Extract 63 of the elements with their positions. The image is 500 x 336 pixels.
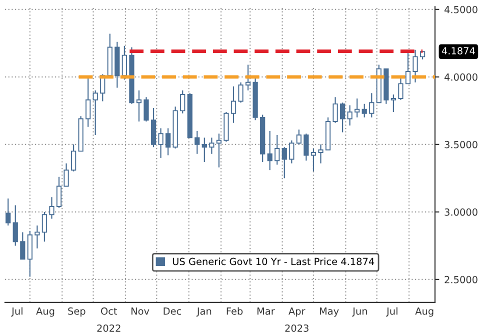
- candlestick: [412, 49, 418, 83]
- y-tick-label: 2.5000: [444, 276, 478, 284]
- text: 2023: [285, 324, 308, 332]
- x-tick-label: Oct: [101, 307, 118, 315]
- candlestick: [12, 204, 18, 246]
- text: 2022: [97, 324, 120, 332]
- candlestick: [296, 129, 302, 145]
- candlestick: [92, 90, 98, 136]
- candlestick: [245, 64, 251, 91]
- candlestick: [49, 196, 54, 220]
- candlestick: [144, 96, 149, 122]
- candlestick: [216, 133, 222, 168]
- candlestick: [122, 45, 128, 80]
- x-tick-label: Jul: [11, 307, 22, 317]
- x-tick-label: Nov: [131, 308, 150, 315]
- candlestick: [20, 232, 26, 260]
- candlestick: [354, 98, 360, 118]
- candlestick: [332, 96, 338, 124]
- candlestick: [369, 92, 374, 118]
- candlestick: [194, 130, 200, 154]
- candlestick: [310, 148, 316, 172]
- candlestick: [86, 76, 91, 128]
- y-tick-label: 3.5000: [444, 140, 478, 148]
- annotation: 4.1874: [442, 47, 475, 54]
- x-tick-label: Jul: [386, 307, 398, 317]
- candlestick: [267, 130, 272, 171]
- candlestick: [202, 137, 207, 163]
- legend-label: US Generic Govt 10 Yr - Last Price 4.1874: [172, 258, 374, 266]
- candlestick: [340, 102, 346, 133]
- candlestick: [136, 90, 142, 122]
- candlestick: [289, 140, 294, 164]
- candlestick: [230, 86, 236, 124]
- candlestick: [347, 104, 352, 126]
- candlestick: [6, 198, 11, 226]
- y-tick-label: 4.0000: [444, 73, 478, 81]
- x-tick-label: Aug: [415, 308, 434, 317]
- x-tick-label: Dec: [164, 308, 182, 315]
- y-tick-label: 3.0000: [444, 208, 478, 216]
- x-tick-label: Jun: [352, 308, 367, 317]
- candlestick: [56, 176, 62, 208]
- candlestick: [390, 94, 396, 113]
- candlestick: [64, 162, 69, 187]
- candlestick: [42, 211, 48, 242]
- x-tick-label: Mar: [257, 308, 275, 315]
- x-tick-label: Sep: [68, 307, 86, 317]
- y-tick-label: 4.5000: [444, 6, 478, 14]
- x-tick-label: May: [320, 308, 339, 317]
- x-tick-label: Apr: [288, 308, 306, 317]
- x-tick-label: Aug: [36, 308, 54, 317]
- candlestick: [304, 133, 309, 162]
- candlestick: [318, 144, 324, 164]
- candlestick: [180, 90, 186, 114]
- candlestick: [274, 134, 280, 166]
- x-tick-label: Feb: [226, 307, 243, 315]
- candlestick: [34, 224, 40, 249]
- candlestick: [166, 128, 171, 156]
- candlestick: [70, 144, 76, 172]
- candlestick: [238, 82, 244, 104]
- x-tick-label: Jan: [196, 308, 212, 317]
- candlestick: [282, 146, 287, 179]
- candlestick: [209, 137, 214, 154]
- candlestick: [158, 128, 164, 158]
- candlestick: [362, 103, 367, 118]
